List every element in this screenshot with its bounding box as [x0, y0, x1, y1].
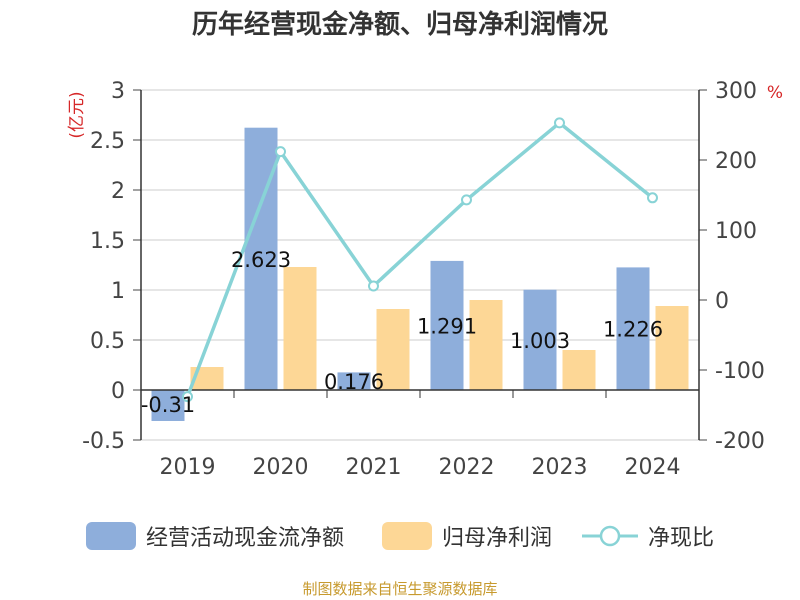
bar-profit-2022	[469, 300, 503, 390]
tick-labels: 3 2.5 2 1.5 1 0.5 0 -0.5 300 200 100 0 -100 -200 (亿元)%…	[67, 79, 783, 480]
y-right-tick-label: 0	[715, 289, 729, 314]
data-label-cashflow-2021: 0.176	[324, 370, 384, 394]
legend-label-ratio: 净现比	[648, 526, 715, 551]
bar-cashflow-2021	[337, 372, 371, 390]
bar-profit-2021	[376, 309, 410, 390]
legend-item-profit[interactable]: 归母净利润	[382, 518, 552, 554]
y-right-tick-label: 200	[715, 149, 757, 174]
legend-item-ratio[interactable]: 净现比	[582, 518, 714, 554]
legend-swatch-cashflow	[86, 522, 136, 550]
y-left-tick-label: 1.5	[90, 229, 125, 254]
x-tick-label: 2023	[532, 455, 588, 480]
ratio-point-2021	[368, 280, 379, 292]
legend-label-profit: 归母净利润	[442, 526, 553, 551]
legend: 经营活动现金流净额 归母净利润 净现比	[0, 518, 800, 554]
source-note: 制图数据来自恒生聚源数据库	[302, 580, 498, 598]
y-left-tick-label: 2	[111, 179, 125, 204]
ratio-point-2024	[647, 192, 658, 204]
legend-swatch-profit	[382, 522, 432, 550]
y-right-unit-label: %	[767, 83, 783, 103]
x-tick-label: 2024	[625, 455, 681, 480]
data-label-cashflow-2024: 1.226	[603, 318, 663, 342]
data-label-cashflow-2020: 2.623	[231, 248, 291, 272]
x-tick-label: 2019	[160, 455, 216, 480]
chart-title: 历年经营现金净额、归母净利润情况	[191, 10, 608, 40]
x-tick-label: 2020	[253, 455, 309, 480]
y-left-tick-label: 0	[111, 379, 125, 404]
data-labels: -0.31 2.623 0.176 1.291 1.003 1.226	[141, 248, 663, 417]
axes	[133, 89, 707, 441]
bar-cashflow-2019	[151, 390, 185, 421]
bar-profit-2024	[655, 306, 689, 390]
y-left-unit-label: (亿元)	[67, 91, 87, 138]
ratio-point-2020	[275, 146, 286, 158]
x-tick-label: 2022	[439, 455, 495, 480]
ratio-line-path	[185, 120, 654, 398]
y-left-tick-label: 1	[111, 279, 125, 304]
y-right-tick-label: -200	[715, 429, 765, 454]
y-left-tick-label: 3	[111, 79, 125, 104]
legend-label-cashflow: 经营活动现金流净额	[146, 526, 345, 551]
grid-lines	[141, 89, 699, 441]
data-label-cashflow-2022: 1.291	[417, 314, 477, 338]
bar-cashflow-2022	[430, 260, 464, 390]
y-right-tick-label: -100	[715, 359, 765, 384]
data-label-cashflow-2023: 1.003	[510, 329, 570, 353]
bar-profit-2023	[562, 350, 596, 390]
y-right-tick-label: 300	[715, 79, 757, 104]
y-left-tick-label: 0.5	[90, 329, 125, 354]
y-left-tick-label: -0.5	[82, 429, 125, 454]
y-left-tick-label: 2.5	[90, 129, 125, 154]
ratio-point-2023	[554, 117, 565, 129]
legend-swatch-ratio	[582, 525, 638, 547]
bar-profit-2019	[190, 367, 224, 390]
bar-cashflow-2024	[616, 267, 650, 390]
combo-chart: -0.31 2.623 0.176 1.291 1.003 1.226 3 2.5 2 1.5 1…	[67, 79, 783, 480]
x-tick-label: 2021	[346, 455, 402, 480]
bar-profit-2020	[283, 267, 317, 390]
legend-item-cashflow[interactable]: 经营活动现金流净额	[86, 518, 344, 554]
bars	[151, 127, 689, 421]
ratio-point-2022	[461, 194, 472, 206]
data-label-cashflow-2019: -0.31	[141, 393, 195, 417]
bar-cashflow-2023	[523, 289, 557, 390]
y-right-tick-label: 100	[715, 219, 757, 244]
ratio-line	[182, 117, 658, 403]
ratio-point-2019	[182, 391, 193, 403]
